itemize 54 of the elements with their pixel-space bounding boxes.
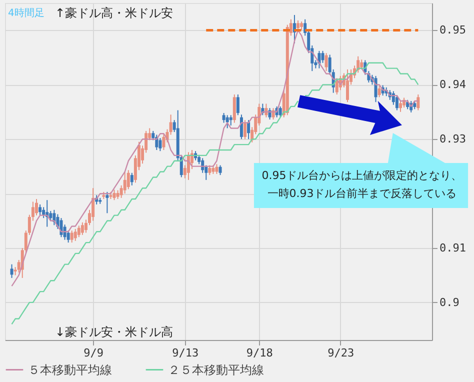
candlestick: [324, 52, 328, 72]
x-tick-label: 9/18: [246, 346, 273, 360]
candlestick: [240, 114, 243, 140]
candlestick: [321, 50, 324, 64]
candlestick: [236, 94, 240, 116]
candlestick: [229, 114, 232, 126]
candlestick: [395, 94, 398, 111]
candlestick: [360, 59, 364, 70]
candlestick: [158, 138, 162, 152]
candlestick: [374, 75, 378, 103]
candlestick: [38, 204, 42, 216]
candlestick: [80, 222, 84, 236]
x-tick-label: 9/23: [328, 346, 354, 360]
candlestick: [92, 188, 95, 222]
annotation: 一時0.93ドル台前半まで反落している: [267, 187, 457, 200]
candlestick: [70, 230, 74, 244]
candlestick: [123, 171, 126, 194]
annotation: ↓豪ドル安・米ドル高: [55, 325, 174, 339]
candlestick: [346, 68, 349, 103]
legend-label: ２５本移動平均線: [168, 362, 264, 377]
candlestick: [77, 225, 80, 238]
candlestick: [74, 228, 77, 242]
candlestick: [278, 106, 282, 118]
candlestick: [208, 164, 212, 176]
x-tick-label: 9/9: [84, 346, 104, 360]
candlestick: [378, 85, 381, 98]
candlestick: [106, 191, 109, 214]
x-tick-label: 9/13: [172, 346, 199, 360]
candlestick: [398, 100, 402, 112]
candlestick: [226, 114, 229, 129]
y-tick-label: 0.95: [440, 24, 466, 37]
candlestick: [126, 170, 130, 190]
candlestick: [112, 189, 116, 201]
candlestick: [335, 78, 338, 95]
candlestick: [416, 94, 420, 111]
y-tick-label: 0.9: [440, 296, 460, 309]
candlestick: [406, 99, 410, 110]
candlestick: [215, 164, 218, 174]
candlestick: [244, 120, 247, 140]
annotation: 4時間足: [8, 7, 44, 19]
candlestick: [60, 218, 63, 238]
y-tick-label: 0.94: [440, 78, 466, 92]
y-tick-label: 0.91: [440, 241, 466, 254]
candlestick: [10, 264, 14, 278]
candlestick: [218, 164, 222, 176]
legend-label: ５本移動平均線: [28, 362, 112, 377]
candlestick: [232, 94, 236, 124]
candlestick: [162, 133, 166, 150]
annotation: 0.95ドル台からは上値が限定的となり、: [262, 169, 462, 182]
annotation: ↑豪ドル高・米ドル安: [55, 6, 174, 20]
y-tick-label: 0.93: [440, 132, 466, 146]
candlestick: [296, 20, 300, 31]
candlestick: [247, 120, 250, 140]
candlestick: [130, 172, 134, 186]
